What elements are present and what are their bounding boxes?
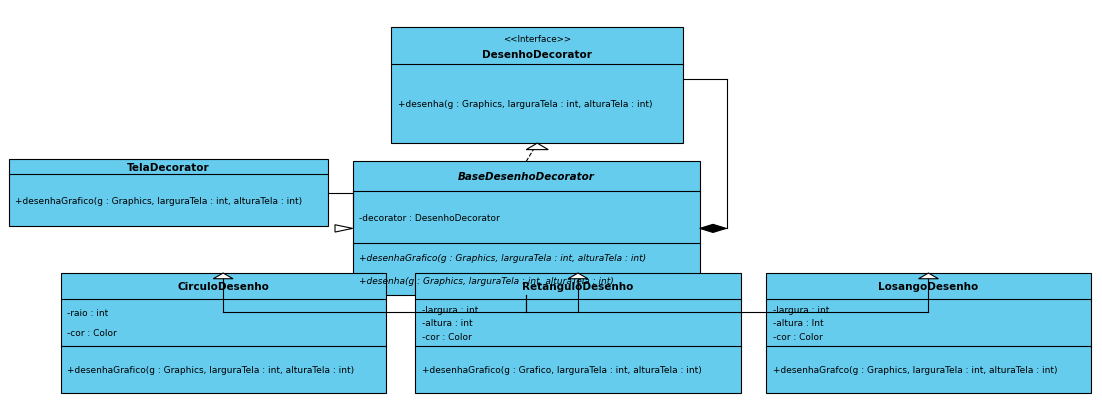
Text: -largura : int: -largura : int [773, 305, 829, 314]
Text: +desenha(g : Graphics, larguraTela : int, alturaTela : int): +desenha(g : Graphics, larguraTela : int… [398, 100, 652, 109]
Text: -decorator : DesenhoDecorator: -decorator : DesenhoDecorator [359, 213, 500, 222]
Polygon shape [213, 273, 233, 279]
Text: <<Interface>>: <<Interface>> [504, 35, 571, 44]
Text: +desenhaGrafco(g : Graphics, larguraTela : int, alturaTela : int): +desenhaGrafco(g : Graphics, larguraTela… [773, 365, 1057, 374]
Text: -raio : int: -raio : int [67, 309, 108, 318]
Polygon shape [700, 225, 726, 233]
Text: -largura : int: -largura : int [422, 305, 478, 314]
Text: DesenhoDecorator: DesenhoDecorator [483, 50, 592, 60]
Text: RetanguloDesenho: RetanguloDesenho [522, 281, 634, 292]
Text: -cor : Color: -cor : Color [67, 328, 117, 337]
Text: CirculoDesenho: CirculoDesenho [177, 281, 269, 292]
Bar [766, 273, 1091, 393]
Text: +desenha(g : Graphics, larguraTela : int, alturaTela : int): +desenha(g : Graphics, larguraTela : int… [359, 277, 614, 286]
Text: -altura : Int: -altura : Int [773, 318, 823, 328]
Polygon shape [335, 225, 353, 232]
Text: +desenhaGrafico(g : Grafico, larguraTela : int, alturaTela : int): +desenhaGrafico(g : Grafico, larguraTela… [422, 365, 702, 374]
Text: +desenhaGrafico(g : Graphics, larguraTela : int, alturaTela : int): +desenhaGrafico(g : Graphics, larguraTel… [15, 196, 303, 205]
Text: LosangoDesenho: LosangoDesenho [878, 281, 979, 292]
Bar [61, 273, 386, 393]
Polygon shape [526, 144, 549, 150]
Polygon shape [568, 273, 587, 279]
Bar [391, 28, 683, 144]
Polygon shape [918, 273, 938, 279]
Text: +desenhaGrafico(g : Graphics, larguraTela : int, alturaTela : int): +desenhaGrafico(g : Graphics, larguraTel… [67, 365, 355, 374]
Text: +desenhaGrafico(g : Graphics, larguraTela : int, alturaTela : int): +desenhaGrafico(g : Graphics, larguraTel… [359, 254, 647, 263]
Bar [9, 160, 328, 227]
Text: -cor : Color: -cor : Color [773, 332, 822, 341]
Bar [415, 273, 741, 393]
Text: BaseDesenhoDecorator: BaseDesenhoDecorator [457, 172, 595, 182]
Text: -altura : int: -altura : int [422, 318, 473, 328]
Text: -cor : Color: -cor : Color [422, 332, 472, 341]
Bar [353, 162, 700, 296]
Text: TelaDecorator: TelaDecorator [128, 162, 209, 172]
